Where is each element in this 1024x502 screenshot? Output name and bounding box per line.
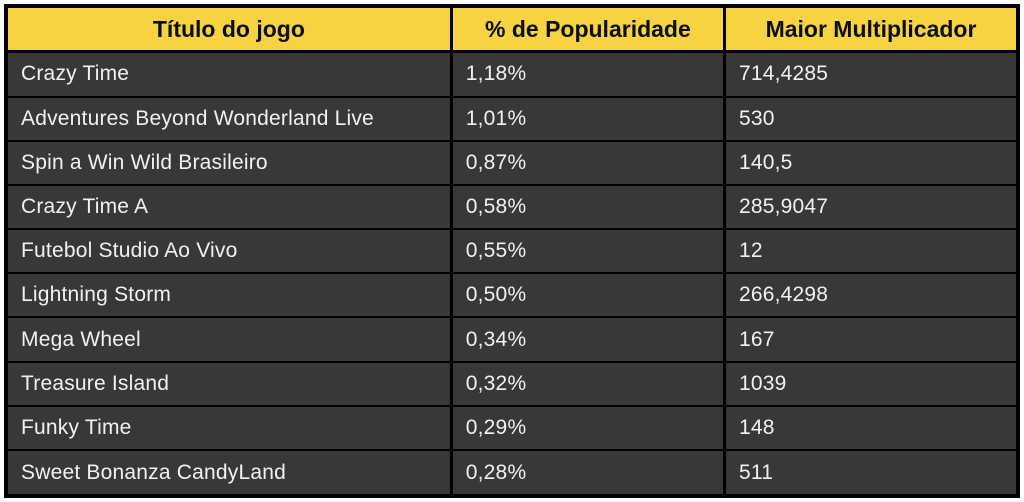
cell-popularity: 1,18% (449, 50, 727, 98)
column-header-popularity: % de Popularidade (449, 4, 727, 53)
column-header-multiplier: Maior Multiplicador (723, 4, 1020, 53)
table-row: Crazy Time A 0,58% 285,9047 (4, 183, 1020, 231)
table-row: Funky Time 0,29% 148 (4, 404, 1020, 452)
popularity-table: Título do jogo % de Popularidade Maior M… (4, 4, 1020, 498)
cell-multiplier: 167 (723, 316, 1020, 363)
cell-multiplier: 511 (723, 449, 1020, 497)
cell-multiplier: 530 (723, 95, 1020, 142)
cell-multiplier: 12 (723, 228, 1020, 275)
cell-popularity: 0,29% (449, 404, 727, 452)
cell-game-title: Treasure Island (4, 360, 453, 407)
cell-game-title: Funky Time (4, 404, 453, 452)
cell-game-title: Mega Wheel (4, 316, 453, 363)
cell-game-title: Adventures Beyond Wonderland Live (4, 95, 453, 142)
table-row: Futebol Studio Ao Vivo 0,55% 12 (4, 228, 1020, 275)
table-row: Crazy Time 1,18% 714,4285 (4, 50, 1020, 98)
cell-popularity: 0,34% (449, 316, 727, 363)
header-row: Título do jogo % de Popularidade Maior M… (4, 4, 1020, 53)
table-row: Spin a Win Wild Brasileiro 0,87% 140,5 (4, 139, 1020, 186)
cell-popularity: 0,87% (449, 139, 727, 186)
table-row: Adventures Beyond Wonderland Live 1,01% … (4, 95, 1020, 142)
table-row: Sweet Bonanza CandyLand 0,28% 511 (4, 449, 1020, 497)
cell-game-title: Spin a Win Wild Brasileiro (4, 139, 453, 186)
cell-popularity: 0,58% (449, 183, 727, 231)
cell-popularity: 0,28% (449, 449, 727, 497)
cell-game-title: Futebol Studio Ao Vivo (4, 228, 453, 275)
column-header-game-title: Título do jogo (4, 4, 453, 53)
cell-game-title: Crazy Time A (4, 183, 453, 231)
cell-game-title: Crazy Time (4, 50, 453, 98)
table-row: Mega Wheel 0,34% 167 (4, 316, 1020, 363)
cell-multiplier: 1039 (723, 360, 1020, 407)
cell-popularity: 0,50% (449, 272, 727, 319)
cell-multiplier: 140,5 (723, 139, 1020, 186)
cell-game-title: Lightning Storm (4, 272, 453, 319)
cell-popularity: 0,32% (449, 360, 727, 407)
table-row: Treasure Island 0,32% 1039 (4, 360, 1020, 407)
cell-multiplier: 285,9047 (723, 183, 1020, 231)
cell-multiplier: 266,4298 (723, 272, 1020, 319)
cell-popularity: 0,55% (449, 228, 727, 275)
cell-multiplier: 714,4285 (723, 50, 1020, 98)
cell-game-title: Sweet Bonanza CandyLand (4, 449, 453, 497)
cell-multiplier: 148 (723, 404, 1020, 452)
cell-popularity: 1,01% (449, 95, 727, 142)
table-row: Lightning Storm 0,50% 266,4298 (4, 272, 1020, 319)
